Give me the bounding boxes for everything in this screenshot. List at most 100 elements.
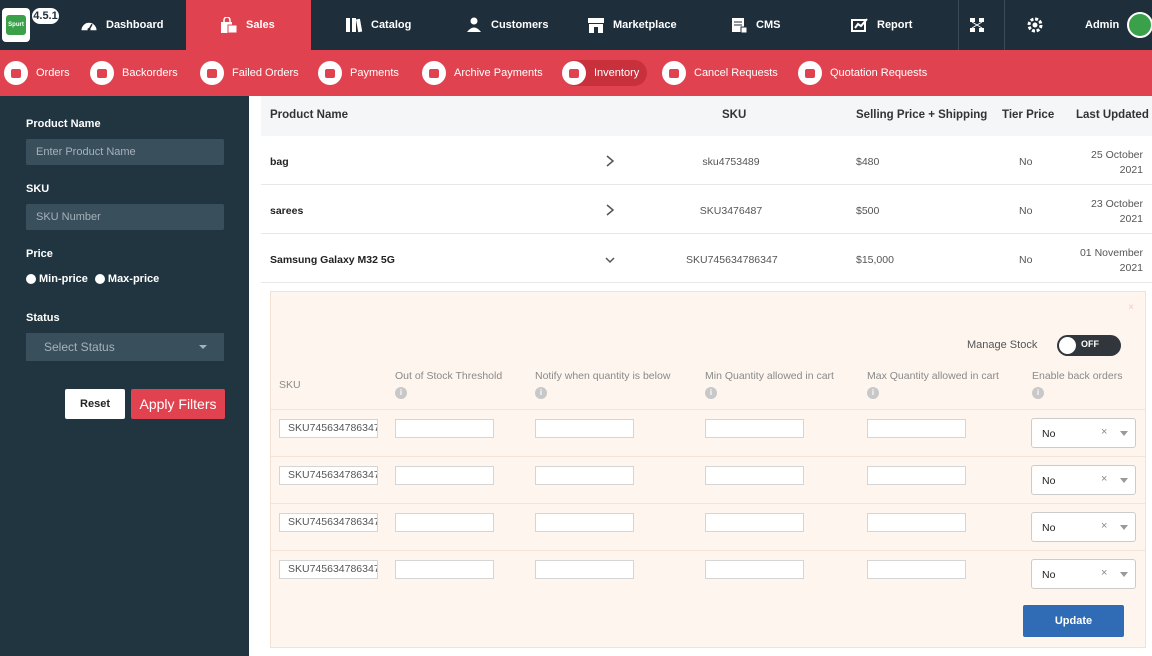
max-quantity-input[interactable]: [867, 466, 966, 485]
sku-input[interactable]: SKU Number: [26, 204, 224, 230]
close-icon[interactable]: ×: [1128, 302, 1134, 313]
subnav-archive-payments[interactable]: Archive Payments: [422, 60, 549, 86]
min-quantity-input[interactable]: [705, 466, 804, 485]
chevron-right-icon[interactable]: [605, 204, 615, 216]
notify-quantity-input[interactable]: [535, 466, 634, 485]
product-price: $480: [856, 156, 880, 168]
subnav-failed-orders[interactable]: Failed Orders: [200, 60, 305, 86]
last-updated: 23 October 2021: [1071, 197, 1143, 227]
notify-quantity-input[interactable]: [535, 419, 634, 438]
toggle-knob: [1059, 337, 1076, 354]
clear-icon[interactable]: ×: [1101, 520, 1108, 532]
table-row[interactable]: Samsung Galaxy M32 5G SKU745634786347 $1…: [261, 235, 1152, 283]
clear-icon[interactable]: ×: [1101, 473, 1108, 485]
max-quantity-input[interactable]: [867, 419, 966, 438]
col-enable-backorders: Enable back orders i: [1032, 370, 1122, 399]
min-quantity-input[interactable]: [705, 419, 804, 438]
chevron-right-icon[interactable]: [605, 155, 615, 167]
sales-subnav: Orders Backorders Failed Orders Payments…: [0, 50, 1152, 96]
min-price-label: Min-price: [39, 273, 88, 285]
subnav-inventory[interactable]: Inventory: [562, 60, 648, 86]
filter-sidebar: Product Name Enter Product Name SKU SKU …: [0, 96, 249, 656]
tier-price: No: [1019, 156, 1033, 168]
col-label: Enable back orders: [1032, 370, 1123, 382]
info-icon[interactable]: i: [535, 387, 547, 399]
col-label: SKU: [279, 379, 301, 391]
table-header: Product Name SKU Selling Price + Shippin…: [261, 96, 1152, 136]
nav-dashboard[interactable]: Dashboard: [80, 0, 185, 50]
backorders-select[interactable]: No ×: [1031, 465, 1136, 495]
date-line: 01 November: [1079, 247, 1143, 259]
out-of-stock-threshold-input[interactable]: [395, 419, 494, 438]
col-tier-price: Tier Price: [1002, 109, 1055, 121]
chevron-down-icon: [1120, 478, 1128, 483]
min-quantity-input[interactable]: [705, 513, 804, 532]
clear-icon[interactable]: ×: [1101, 567, 1108, 579]
subnav-label: Payments: [350, 67, 399, 79]
date-year: 2021: [1119, 164, 1143, 176]
reset-button[interactable]: Reset: [65, 389, 125, 419]
min-price-radio[interactable]: [26, 274, 36, 284]
nav-sales[interactable]: Sales: [186, 0, 311, 50]
stock-row: SKU745634786347 No ×: [271, 503, 1145, 550]
nav-cms-label: CMS: [756, 19, 781, 31]
update-button[interactable]: Update: [1023, 605, 1124, 637]
min-quantity-input[interactable]: [705, 560, 804, 579]
backorders-select[interactable]: No ×: [1031, 512, 1136, 542]
select-value: No: [1042, 522, 1056, 534]
status-label: Status: [26, 312, 60, 324]
stock-row: SKU745634786347 No ×: [271, 456, 1145, 503]
out-of-stock-threshold-input[interactable]: [395, 560, 494, 579]
select-value: No: [1042, 569, 1056, 581]
speedometer-icon: [81, 22, 97, 31]
sku-field[interactable]: SKU745634786347: [279, 466, 378, 485]
backorders-select[interactable]: No ×: [1031, 418, 1136, 448]
subnav-orders[interactable]: Orders: [4, 60, 76, 86]
max-quantity-input[interactable]: [867, 513, 966, 532]
status-select[interactable]: Select Status: [26, 333, 224, 361]
payments-icon: [318, 61, 342, 85]
sku-field[interactable]: SKU745634786347: [279, 419, 378, 438]
nav-marketplace[interactable]: Marketplace: [587, 0, 677, 50]
nav-catalog[interactable]: Catalog: [345, 0, 411, 50]
table-row[interactable]: bag sku4753489 $480 No 25 October 2021: [261, 137, 1152, 185]
out-of-stock-threshold-input[interactable]: [395, 513, 494, 532]
date-line: 25 October: [1091, 149, 1143, 161]
chevron-down-icon: [199, 345, 207, 349]
apply-filters-button[interactable]: Apply Filters: [131, 389, 225, 419]
info-icon[interactable]: i: [1032, 387, 1044, 399]
sku-field[interactable]: SKU745634786347: [279, 513, 378, 532]
manage-stock-toggle[interactable]: OFF: [1057, 335, 1121, 356]
table-row[interactable]: sarees SKU3476487 $500 No 23 October 2021: [261, 186, 1152, 234]
col-notify-below: Notify when quantity is below i: [535, 370, 670, 399]
info-icon[interactable]: i: [705, 387, 717, 399]
backorders-select[interactable]: No ×: [1031, 559, 1136, 589]
chevron-down-icon[interactable]: [605, 256, 615, 264]
nav-report[interactable]: Report: [851, 0, 912, 50]
manage-stock-label: Manage Stock: [967, 339, 1038, 351]
subnav-payments[interactable]: Payments: [318, 60, 405, 86]
product-name-input[interactable]: Enter Product Name: [26, 139, 224, 165]
max-quantity-input[interactable]: [867, 560, 966, 579]
app-logo[interactable]: Spurt 4.5.1: [0, 0, 62, 50]
max-price-radio[interactable]: [94, 274, 105, 284]
clear-icon[interactable]: ×: [1101, 426, 1108, 438]
sitemap-button[interactable]: [969, 0, 985, 50]
sku-field[interactable]: SKU745634786347: [279, 560, 378, 579]
out-of-stock-threshold-input[interactable]: [395, 466, 494, 485]
info-icon[interactable]: i: [395, 387, 407, 399]
nav-customers[interactable]: Customers: [465, 0, 548, 50]
subnav-backorders[interactable]: Backorders: [90, 60, 184, 86]
notify-quantity-input[interactable]: [535, 560, 634, 579]
settings-button[interactable]: [1027, 0, 1043, 50]
notify-quantity-input[interactable]: [535, 513, 634, 532]
nav-cms[interactable]: CMS: [730, 0, 780, 50]
user-menu[interactable]: Admin: [1085, 0, 1152, 50]
users-icon: [467, 17, 481, 32]
nav-report-label: Report: [877, 19, 913, 31]
info-icon[interactable]: i: [867, 387, 879, 399]
date-line: 23 October: [1091, 198, 1143, 210]
subnav-cancel-requests[interactable]: Cancel Requests: [662, 60, 784, 86]
tier-price: No: [1019, 254, 1033, 266]
subnav-quotation-requests[interactable]: Quotation Requests: [798, 60, 933, 86]
